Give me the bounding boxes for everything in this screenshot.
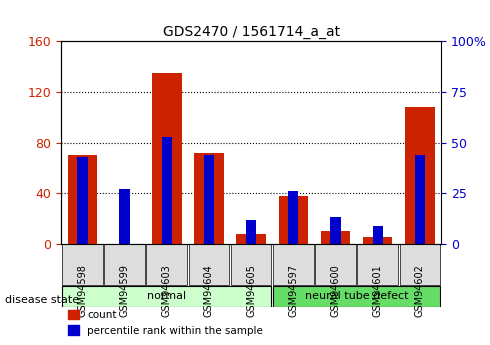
FancyBboxPatch shape xyxy=(273,286,440,307)
Title: GDS2470 / 1561714_a_at: GDS2470 / 1561714_a_at xyxy=(163,25,340,39)
Text: GSM94603: GSM94603 xyxy=(162,264,172,317)
FancyBboxPatch shape xyxy=(358,244,398,285)
Text: GSM94600: GSM94600 xyxy=(331,264,341,317)
Bar xyxy=(415,155,425,244)
Bar xyxy=(278,196,308,244)
FancyBboxPatch shape xyxy=(231,244,271,285)
Text: GSM94601: GSM94601 xyxy=(373,264,383,317)
Text: GSM94597: GSM94597 xyxy=(288,264,298,317)
FancyBboxPatch shape xyxy=(189,244,229,285)
Bar xyxy=(236,234,266,244)
Bar xyxy=(77,157,88,244)
Bar xyxy=(330,217,341,244)
Bar xyxy=(194,153,224,244)
Text: normal: normal xyxy=(147,291,186,301)
Bar xyxy=(246,219,256,244)
Legend: count, percentile rank within the sample: count, percentile rank within the sample xyxy=(64,306,267,340)
Text: GSM94602: GSM94602 xyxy=(415,264,425,317)
Bar xyxy=(68,155,97,244)
FancyBboxPatch shape xyxy=(104,244,145,285)
Bar xyxy=(152,73,181,244)
Text: GSM94598: GSM94598 xyxy=(77,264,87,317)
Text: neural tube defect: neural tube defect xyxy=(305,291,408,301)
Text: GSM94605: GSM94605 xyxy=(246,264,256,317)
Bar xyxy=(288,191,298,244)
Text: GSM94599: GSM94599 xyxy=(120,264,129,317)
FancyBboxPatch shape xyxy=(400,244,440,285)
FancyBboxPatch shape xyxy=(315,244,356,285)
Bar xyxy=(162,137,172,244)
FancyBboxPatch shape xyxy=(62,244,102,285)
Bar xyxy=(363,237,392,244)
Bar xyxy=(372,226,383,244)
Bar xyxy=(204,155,214,244)
FancyBboxPatch shape xyxy=(147,244,187,285)
Bar xyxy=(321,231,350,244)
Bar xyxy=(405,107,435,244)
Bar xyxy=(120,189,130,244)
Text: GSM94604: GSM94604 xyxy=(204,264,214,317)
Text: disease state: disease state xyxy=(5,295,79,305)
FancyBboxPatch shape xyxy=(62,286,271,307)
FancyBboxPatch shape xyxy=(273,244,314,285)
